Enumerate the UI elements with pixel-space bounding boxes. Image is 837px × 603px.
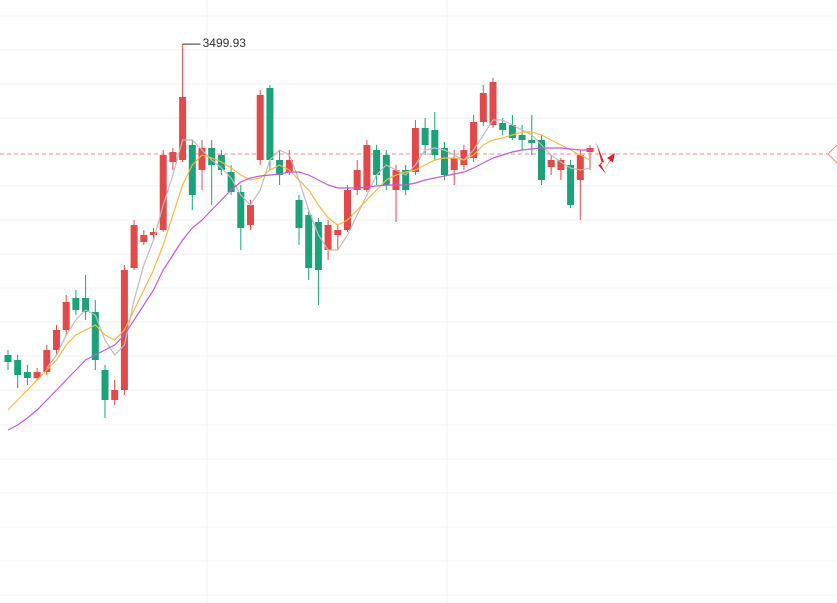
candle-body — [4, 355, 12, 362]
candle-body — [276, 160, 284, 175]
candle-body — [208, 148, 216, 165]
candle-body — [392, 170, 400, 190]
candle-body — [402, 170, 410, 190]
signal-arrows — [596, 142, 615, 174]
candle-body — [450, 158, 458, 170]
candle-body — [314, 222, 322, 270]
candle-body — [460, 150, 468, 165]
candle-body — [23, 372, 31, 378]
candle-body — [363, 145, 371, 190]
candle-body — [266, 88, 274, 160]
candle-body — [470, 122, 478, 158]
candle-body — [353, 170, 361, 190]
candle-body — [344, 190, 351, 230]
candle-body — [101, 370, 109, 400]
candle-body — [295, 200, 303, 228]
candle-body — [169, 152, 177, 162]
candle-body — [140, 235, 148, 242]
candle-body — [538, 140, 545, 180]
candle-body — [72, 298, 80, 310]
candle-body — [547, 160, 555, 167]
candle-body — [62, 302, 70, 330]
candle-body — [334, 230, 342, 235]
down-arrow — [596, 142, 606, 174]
candle-body — [256, 95, 264, 160]
candle-body — [53, 330, 60, 350]
candle-body — [111, 390, 119, 400]
candle-body — [479, 93, 487, 122]
up-arrow — [603, 153, 615, 172]
candle-body — [227, 172, 235, 192]
candle-body — [382, 155, 390, 185]
moving-average-line — [46, 119, 591, 369]
candle-body — [441, 148, 448, 175]
candle-body — [489, 82, 497, 125]
candle-body — [82, 298, 90, 312]
candle-body — [179, 97, 187, 160]
candle-body — [285, 160, 293, 172]
candle-body — [421, 128, 429, 145]
candle-body — [528, 140, 536, 143]
candle-body — [43, 350, 51, 372]
candle-body — [14, 360, 22, 375]
candle-body — [508, 125, 516, 138]
candle-body — [150, 232, 157, 235]
candle-body — [247, 205, 254, 225]
candle-body — [567, 165, 575, 205]
candle-body — [198, 148, 206, 170]
max-annotation: 3499.93 — [203, 36, 247, 50]
candle-body — [91, 312, 99, 360]
candle-body — [159, 155, 167, 230]
candle-body — [557, 160, 565, 170]
candle-body — [576, 155, 584, 180]
candle-body — [373, 150, 381, 175]
candle-body — [431, 130, 439, 155]
candle-body — [499, 123, 507, 130]
candle-body — [518, 135, 526, 140]
candle-body — [411, 128, 419, 172]
last-price-marker — [827, 144, 837, 164]
candle-body — [324, 225, 332, 250]
moving-average-line — [7, 131, 591, 411]
candle-body — [33, 372, 41, 378]
moving-average-line — [7, 147, 590, 431]
candle-body — [188, 145, 196, 195]
candle-body — [305, 215, 313, 268]
candle-body — [130, 225, 138, 268]
candle-body — [237, 192, 245, 228]
